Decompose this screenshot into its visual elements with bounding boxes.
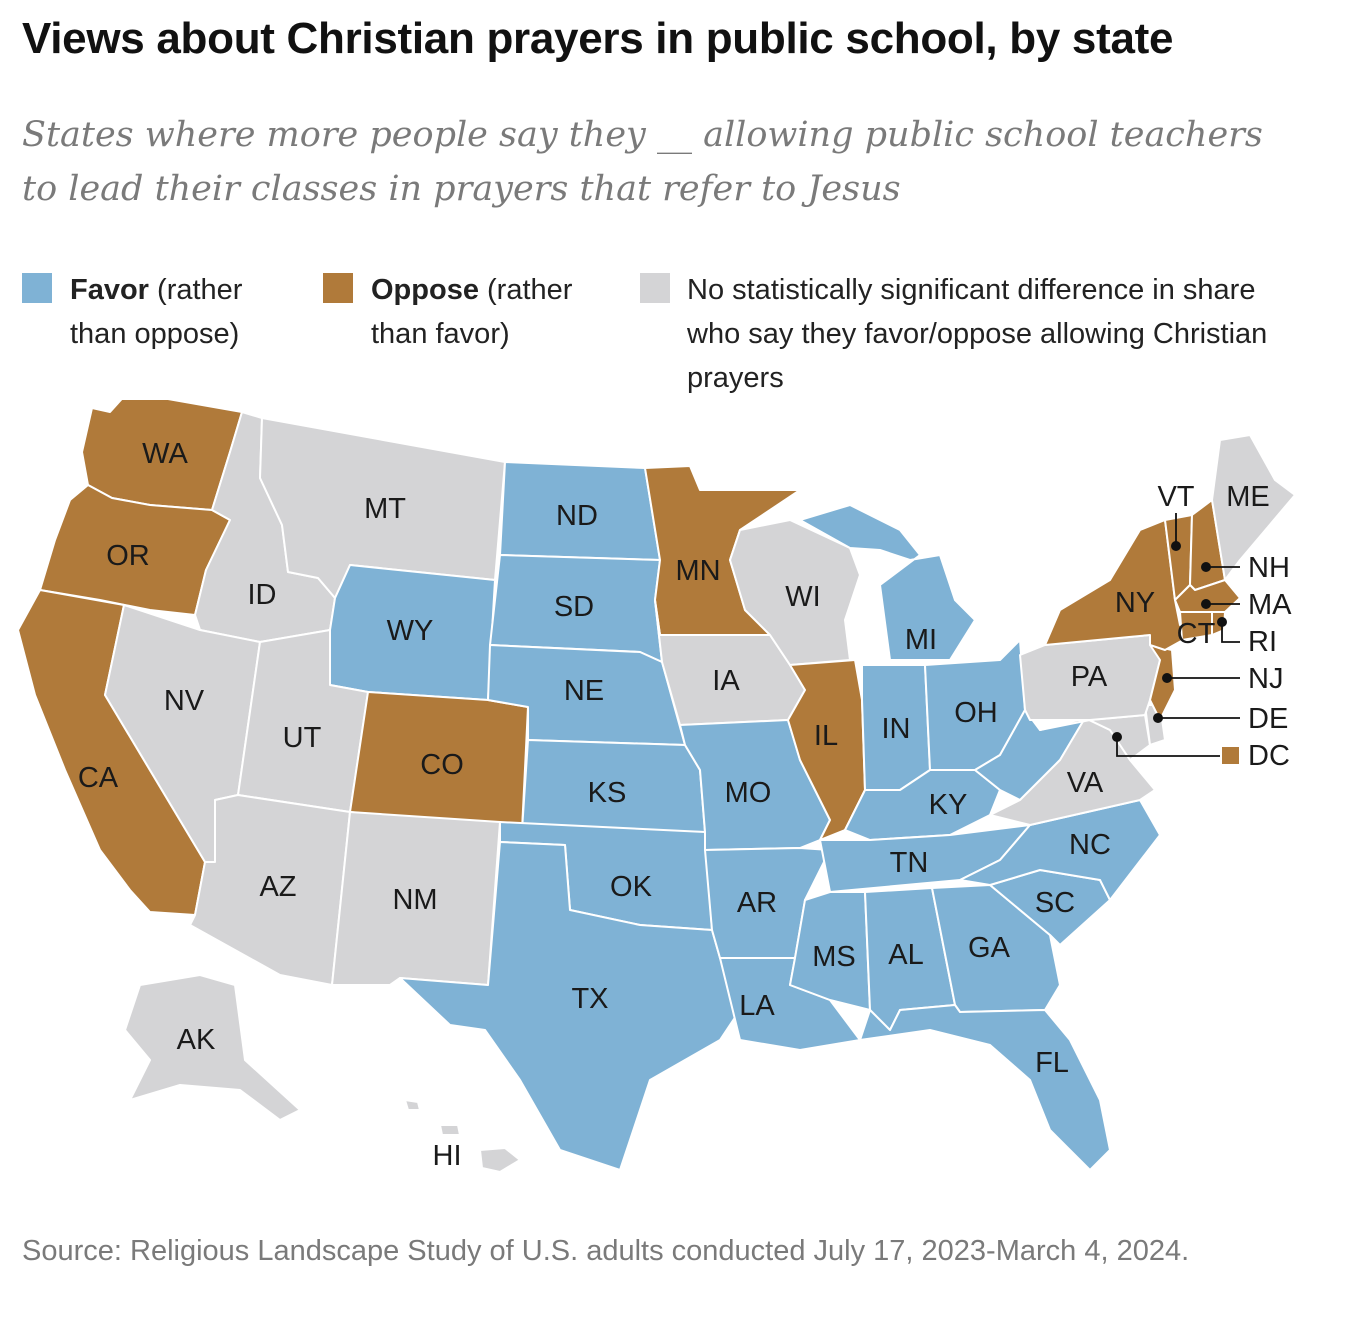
label-OR: OR xyxy=(106,540,150,572)
label-NV: NV xyxy=(164,685,205,717)
state-MI xyxy=(799,504,976,661)
legend-favor: Favor (rather than oppose) xyxy=(70,268,300,356)
label-MI: MI xyxy=(905,624,937,656)
legend-none: No statistically significant difference … xyxy=(687,274,1268,394)
label-CA: CA xyxy=(78,762,119,794)
label-LA: LA xyxy=(739,990,775,1022)
label-AK: AK xyxy=(177,1024,216,1056)
leader-DC xyxy=(1116,737,1220,757)
state-HI-islands-2 xyxy=(439,1124,461,1136)
legend-favor-label: Favor xyxy=(70,274,149,306)
state-MT xyxy=(259,417,506,599)
label-NH: NH xyxy=(1248,552,1290,584)
label-WI: WI xyxy=(785,581,820,613)
legend-oppose-label: Oppose xyxy=(371,274,479,306)
label-ME: ME xyxy=(1226,481,1270,513)
label-AR: AR xyxy=(737,887,777,919)
label-PA: PA xyxy=(1071,661,1108,693)
label-UT: UT xyxy=(283,722,322,754)
label-NY: NY xyxy=(1115,587,1155,619)
legend-oppose-desc: (rather than favor) xyxy=(371,274,573,350)
label-RI: RI xyxy=(1248,626,1277,658)
label-TN: TN xyxy=(890,847,929,879)
leader-dot-NJ xyxy=(1162,673,1172,683)
label-MS: MS xyxy=(812,941,856,973)
leader-dot-RI xyxy=(1217,617,1227,627)
label-AL: AL xyxy=(888,939,923,971)
leader-dot-DE xyxy=(1153,713,1163,723)
label-VT: VT xyxy=(1157,481,1194,513)
label-DC: DC xyxy=(1248,740,1290,772)
label-KY: KY xyxy=(929,789,968,821)
label-WY: WY xyxy=(387,615,434,647)
leader-RI xyxy=(1221,622,1240,643)
label-CT: CT xyxy=(1177,618,1216,650)
state-AK xyxy=(124,974,301,1121)
label-OH: OH xyxy=(954,697,998,729)
chart-subtitle: States where more people say they __ all… xyxy=(22,115,1263,209)
dc-swatch xyxy=(1222,747,1239,764)
state-NC xyxy=(959,799,1161,901)
legend-none-swatch xyxy=(640,273,670,303)
label-DE: DE xyxy=(1248,703,1288,735)
label-CO: CO xyxy=(420,749,464,781)
state-TX xyxy=(399,841,741,1171)
label-MT: MT xyxy=(364,493,406,525)
leader-dot-DC xyxy=(1112,732,1122,742)
label-MA: MA xyxy=(1248,589,1292,621)
state-CO xyxy=(349,691,529,831)
label-FL: FL xyxy=(1035,1047,1069,1079)
state-HI-islands xyxy=(404,1099,421,1111)
label-OK: OK xyxy=(610,871,653,903)
source-note: Source: Religious Landscape Study of U.S… xyxy=(22,1235,1190,1267)
label-HI: HI xyxy=(433,1140,462,1172)
label-GA: GA xyxy=(968,932,1011,964)
label-NJ: NJ xyxy=(1248,663,1283,695)
state-FL xyxy=(859,1004,1111,1171)
label-AZ: AZ xyxy=(259,871,296,903)
label-SD: SD xyxy=(554,591,594,623)
legend-favor-desc: (rather than oppose) xyxy=(70,274,243,350)
leader-dot-VT xyxy=(1171,541,1181,551)
legend-favor-swatch xyxy=(22,273,52,303)
label-IL: IL xyxy=(814,720,838,752)
label-NE: NE xyxy=(564,675,604,707)
label-NC: NC xyxy=(1069,829,1111,861)
label-MO: MO xyxy=(725,777,772,809)
state-ME xyxy=(1211,434,1296,581)
label-MN: MN xyxy=(675,555,720,587)
label-ND: ND xyxy=(556,500,598,532)
state-KY xyxy=(844,769,1001,841)
label-IA: IA xyxy=(712,665,740,697)
label-KS: KS xyxy=(588,777,627,809)
legend-oppose-swatch xyxy=(323,273,353,303)
label-NM: NM xyxy=(392,884,437,916)
chart-title: Views about Christian prayers in public … xyxy=(22,14,1174,63)
us-map: WA OR CA ID NV MT WY UT CO AZ NM ND SD N… xyxy=(17,400,1296,1173)
leader-dot-NH xyxy=(1201,562,1211,572)
leader-dot-MA xyxy=(1201,599,1211,609)
label-VA: VA xyxy=(1067,767,1104,799)
legend-oppose: Oppose (rather than favor) xyxy=(371,268,621,356)
label-SC: SC xyxy=(1035,887,1075,919)
label-TX: TX xyxy=(571,983,608,1015)
state-HI xyxy=(479,1147,521,1173)
label-IN: IN xyxy=(882,713,911,745)
label-WA: WA xyxy=(142,438,188,470)
label-ID: ID xyxy=(248,579,277,611)
state-VA xyxy=(989,717,1156,826)
